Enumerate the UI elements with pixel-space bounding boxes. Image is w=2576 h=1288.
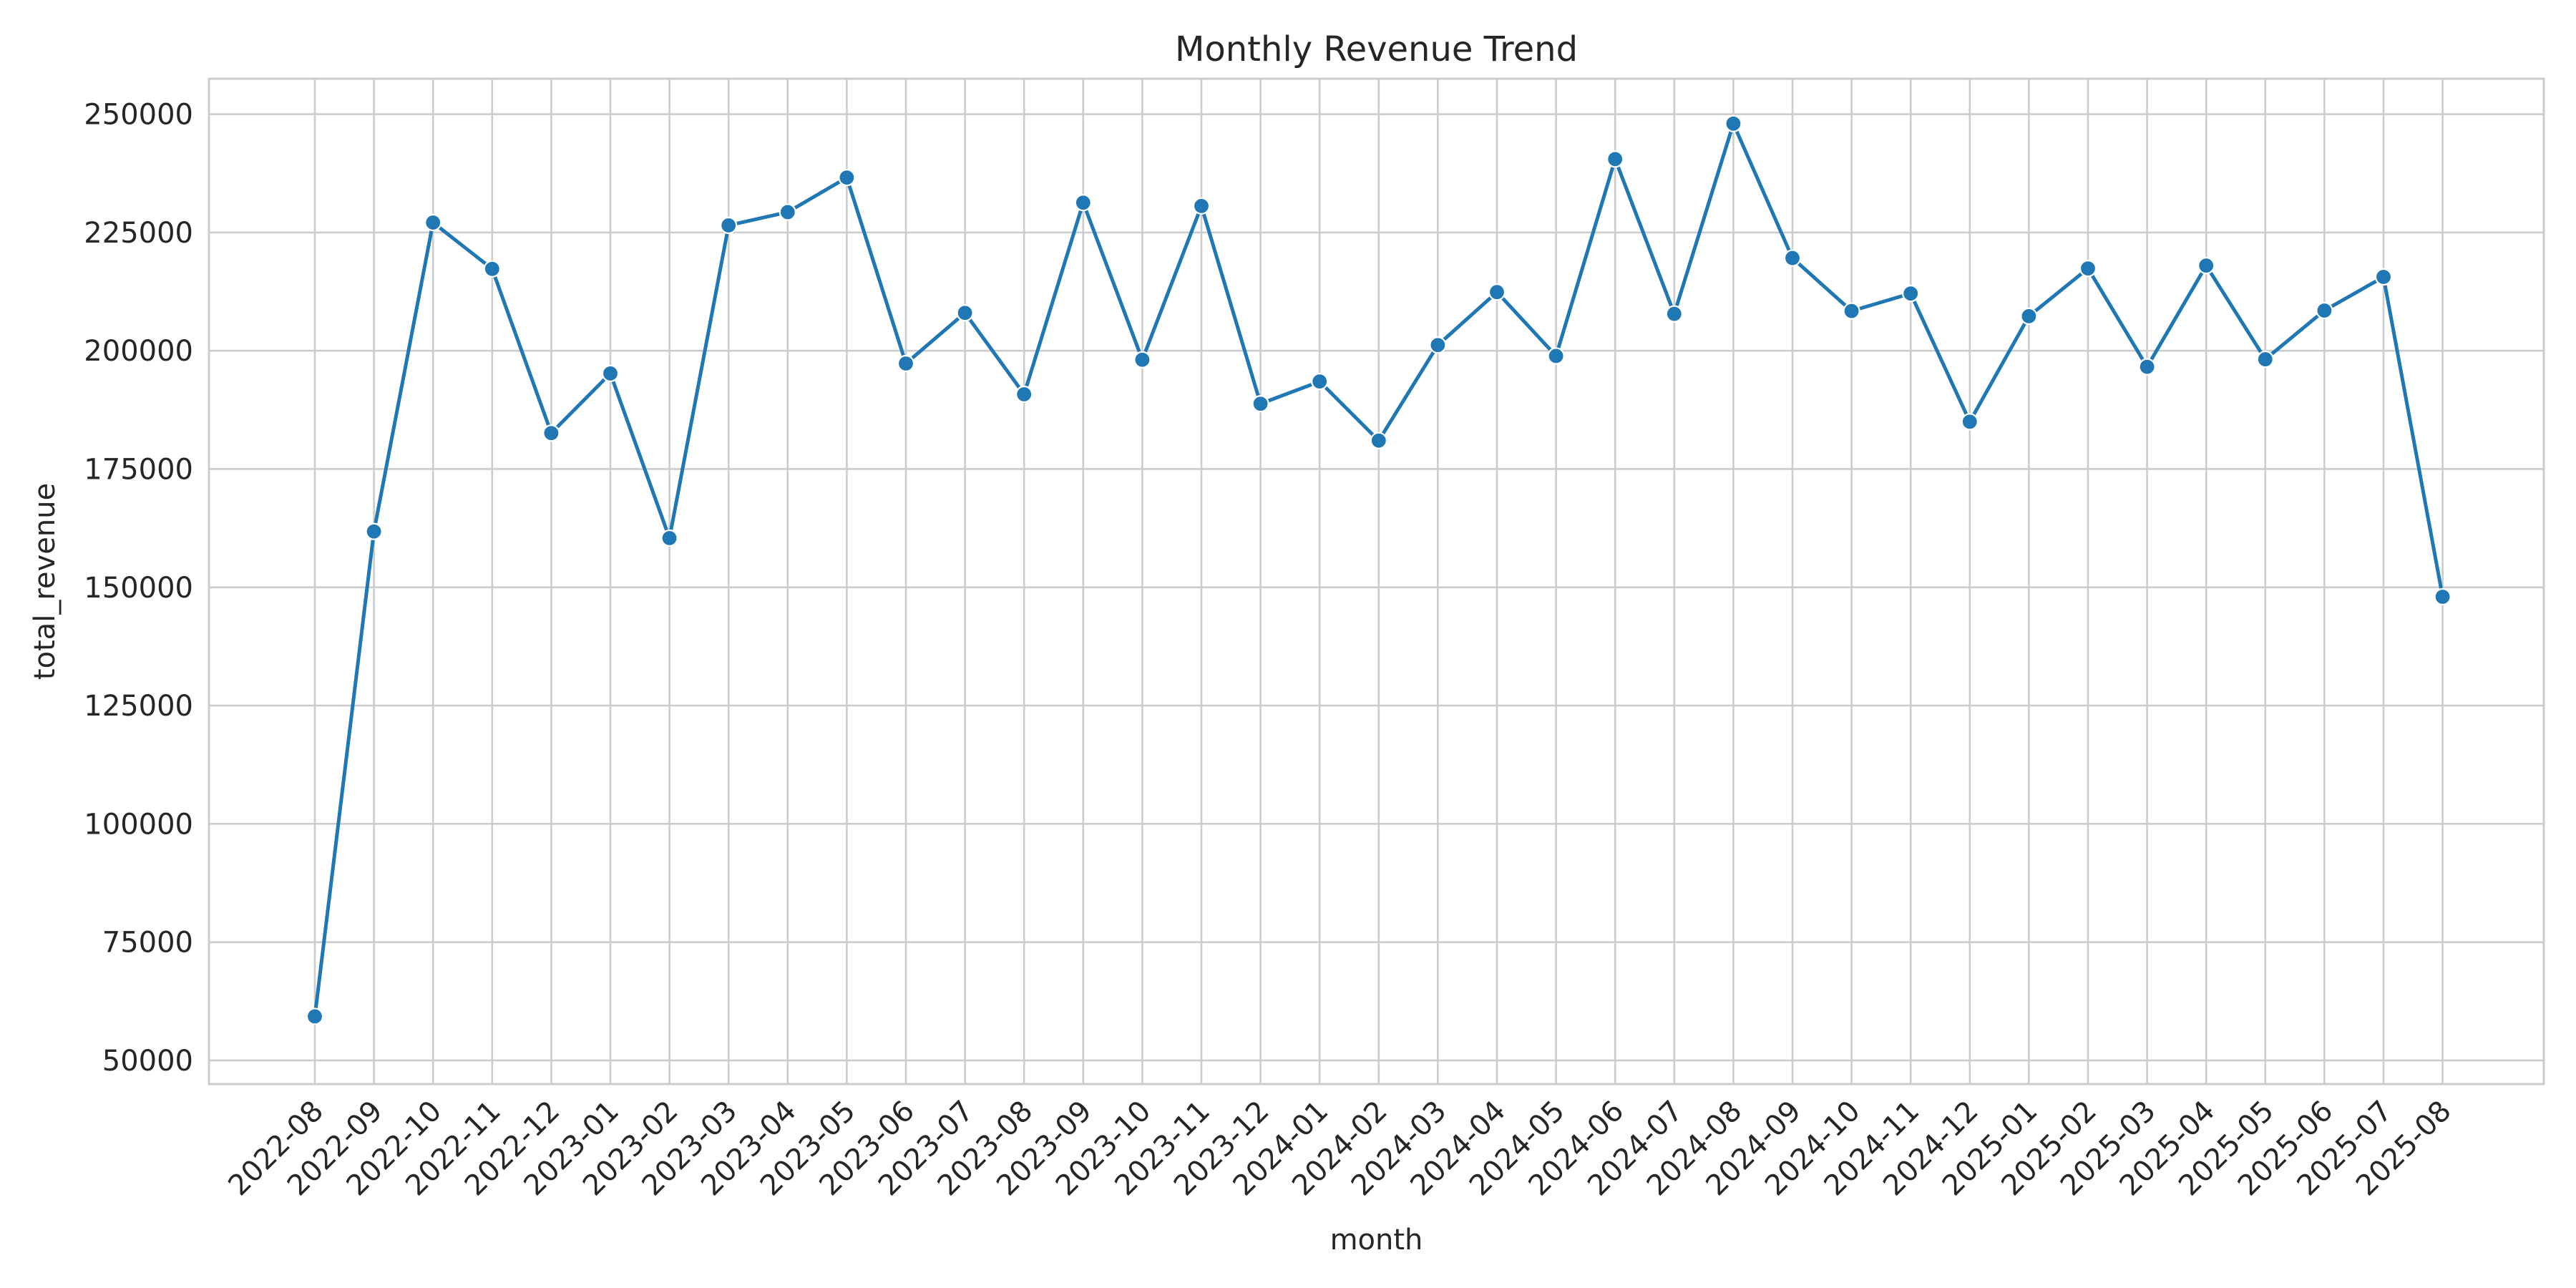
data-points: [306, 114, 2451, 1025]
data-point: [2374, 268, 2393, 286]
data-point: [1843, 302, 1860, 320]
y-axis-title: total_revenue: [29, 483, 62, 680]
y-tick-label: 75000: [102, 927, 193, 960]
data-point: [542, 424, 560, 442]
data-point: [1370, 431, 1387, 449]
data-point: [1547, 347, 1565, 365]
data-point: [897, 354, 915, 373]
data-point: [1015, 385, 1033, 404]
data-point: [1724, 114, 1742, 132]
data-point: [1902, 285, 1920, 303]
data-point: [660, 529, 678, 547]
data-point: [1429, 336, 1447, 354]
data-point: [2434, 587, 2451, 606]
data-point: [1192, 197, 1211, 215]
x-axis-title: month: [1330, 1224, 1423, 1257]
data-point: [1783, 249, 1802, 267]
data-point: [601, 364, 620, 383]
y-tick-label: 50000: [102, 1045, 193, 1078]
chart-title: Monthly Revenue Trend: [1175, 29, 1578, 69]
data-point: [1133, 351, 1151, 369]
data-point: [2138, 358, 2156, 376]
data-point: [1488, 283, 1506, 301]
data-point: [956, 304, 974, 322]
y-tick-label: 175000: [84, 453, 193, 486]
data-point: [424, 213, 442, 232]
y-tick-label: 100000: [84, 808, 193, 841]
y-tick-label: 150000: [84, 572, 193, 605]
data-point: [2020, 307, 2038, 326]
data-point: [365, 522, 383, 540]
grid: [209, 79, 2544, 1084]
data-point: [2197, 257, 2215, 275]
y-tick-label: 125000: [84, 690, 193, 723]
data-point: [2256, 350, 2274, 369]
data-point: [720, 216, 738, 235]
data-point: [838, 169, 856, 187]
data-point: [1311, 373, 1329, 391]
data-point: [1074, 194, 1092, 212]
data-point: [1606, 150, 1624, 168]
tick-labels: 50000 75000 100000 125000 150000 175000 200000…: [84, 99, 2457, 1203]
plot-frame: [208, 77, 2545, 1085]
data-point: [779, 203, 796, 221]
y-tick-label: 225000: [84, 217, 193, 250]
data-point: [2316, 301, 2333, 320]
y-tick-label: 250000: [84, 99, 193, 132]
y-tick-label: 200000: [84, 335, 193, 368]
data-point: [1961, 413, 1979, 431]
data-point: [1665, 305, 1683, 323]
data-point: [306, 1008, 324, 1025]
data-point: [2079, 260, 2097, 278]
data-point: [1252, 395, 1269, 413]
data-point: [483, 260, 501, 278]
